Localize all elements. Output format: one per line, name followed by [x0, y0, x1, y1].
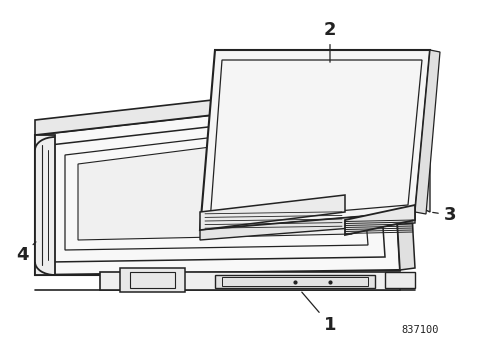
Polygon shape — [385, 272, 415, 288]
Polygon shape — [100, 272, 400, 290]
Polygon shape — [200, 212, 415, 240]
Polygon shape — [120, 268, 185, 292]
Polygon shape — [78, 130, 352, 240]
Polygon shape — [35, 95, 400, 275]
Text: 837100: 837100 — [401, 325, 439, 335]
Polygon shape — [390, 50, 430, 212]
Text: 3: 3 — [433, 206, 456, 224]
Polygon shape — [345, 205, 415, 235]
Polygon shape — [35, 80, 390, 135]
Text: 4: 4 — [16, 242, 36, 264]
Polygon shape — [200, 195, 345, 230]
Polygon shape — [390, 92, 415, 270]
Text: 1: 1 — [302, 292, 336, 334]
Polygon shape — [35, 135, 55, 275]
Polygon shape — [215, 275, 375, 288]
Polygon shape — [200, 50, 430, 230]
Text: 2: 2 — [324, 21, 336, 62]
Polygon shape — [415, 50, 440, 214]
